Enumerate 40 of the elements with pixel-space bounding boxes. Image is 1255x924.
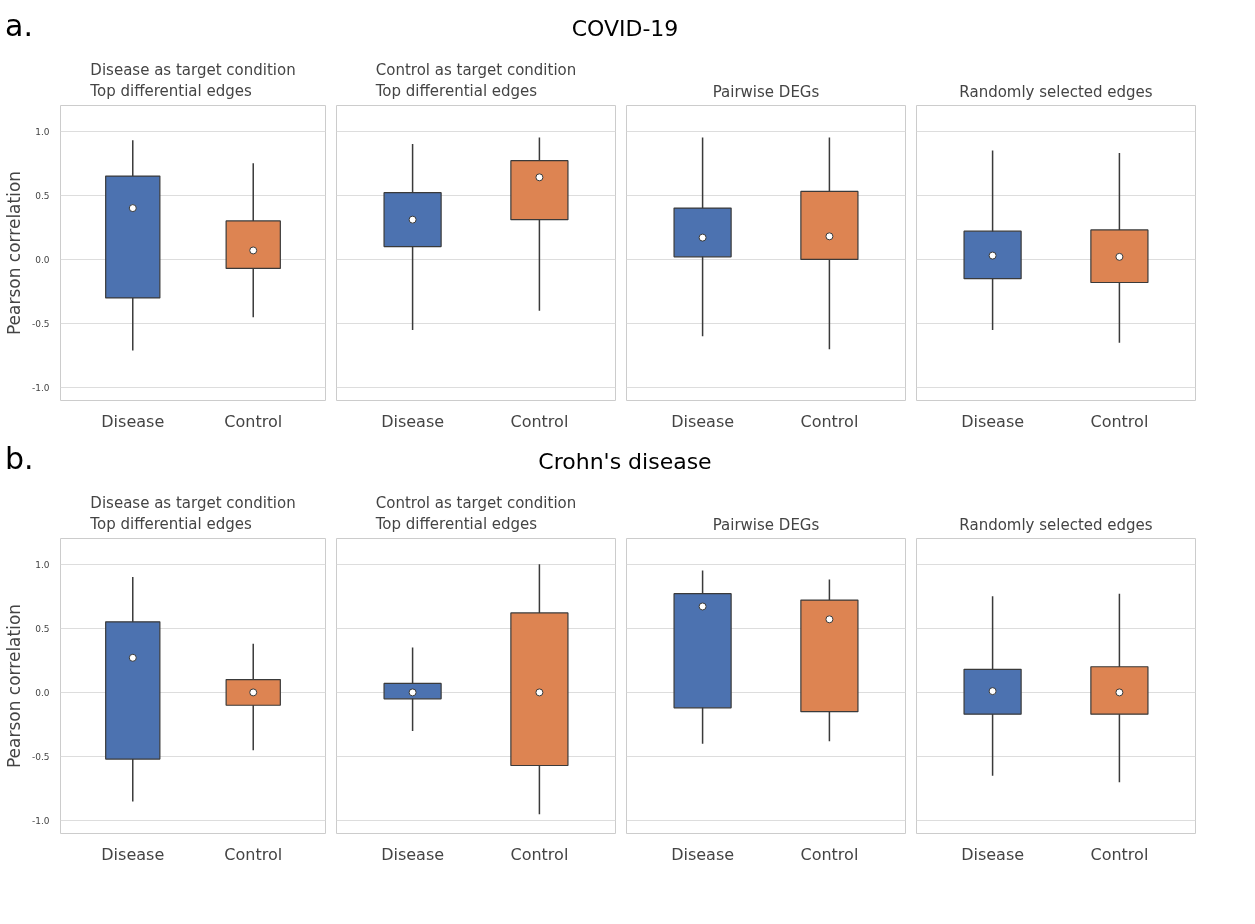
chart-title: Pairwise DEGs <box>712 515 820 534</box>
text: Crohn's disease <box>538 447 712 476</box>
x-tick-label: Control <box>510 844 569 864</box>
y-tick-label: 0.5 <box>35 623 50 634</box>
chart-title: Randomly selected edges <box>959 515 1153 534</box>
chart-title: Pairwise DEGs <box>712 82 820 101</box>
x-tick-label: Control <box>224 411 283 431</box>
x-tick-label: Disease <box>671 844 735 864</box>
y-tick-label: 0.0 <box>35 254 50 265</box>
y-axis-title: Pearson correlation <box>3 603 24 768</box>
x-tick-label: Disease <box>381 844 445 864</box>
x-tick-label: Control <box>800 411 859 431</box>
y-tick-label: 1.0 <box>35 559 50 570</box>
chart-title: Disease as target condition Top differential edges <box>89 493 296 534</box>
text: b. <box>5 439 34 478</box>
x-tick-label: Disease <box>101 411 165 431</box>
chart-title: Control as target condition Top differential edges <box>374 60 577 101</box>
x-tick-label: Disease <box>671 411 735 431</box>
x-tick-label: Control <box>224 844 283 864</box>
y-tick-label: 0.5 <box>35 190 50 201</box>
x-tick-label: Control <box>800 844 859 864</box>
x-tick-label: Disease <box>961 844 1025 864</box>
chart-title: Randomly selected edges <box>959 82 1153 101</box>
x-tick-label: Control <box>510 411 569 431</box>
x-tick-label: Control <box>1090 844 1149 864</box>
text: COVID-19 <box>571 15 679 43</box>
y-tick-label: 0.0 <box>35 687 50 698</box>
x-tick-label: Disease <box>381 411 445 431</box>
x-tick-label: Control <box>1090 411 1149 431</box>
chart-title: Disease as target condition Top differential edges <box>89 60 296 101</box>
chart-title: Control as target condition Top differential edges <box>374 493 577 534</box>
text: a. <box>5 7 33 45</box>
x-tick-label: Disease <box>101 844 165 864</box>
y-tick-label: -1.0 <box>31 815 50 826</box>
y-tick-label: -1.0 <box>31 383 50 394</box>
y-tick-label: -0.5 <box>31 318 50 329</box>
y-axis-title: Pearson correlation <box>3 170 24 335</box>
y-tick-label: 1.0 <box>35 126 50 137</box>
y-tick-label: -0.5 <box>31 751 50 762</box>
x-tick-label: Disease <box>961 411 1025 431</box>
